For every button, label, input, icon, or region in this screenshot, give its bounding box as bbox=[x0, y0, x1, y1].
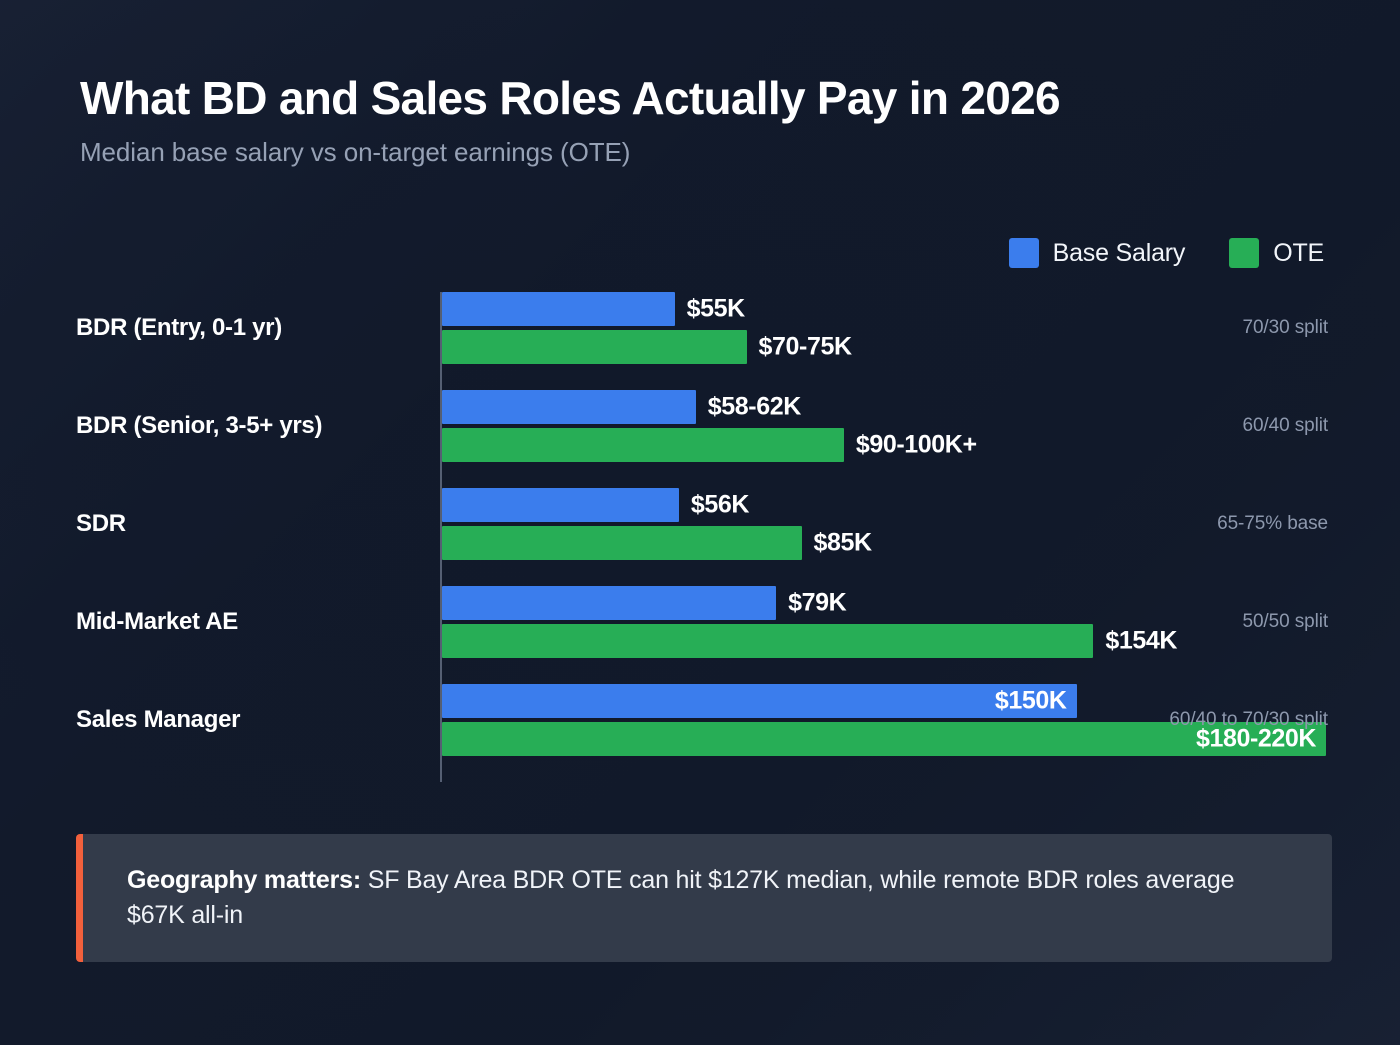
page-subtitle: Median base salary vs on-target earnings… bbox=[80, 136, 631, 167]
split-annotation: 50/50 split bbox=[1242, 611, 1328, 632]
split-annotation: 60/40 to 70/30 split bbox=[1169, 709, 1328, 730]
bar-ote[interactable]: $90-100K+ bbox=[442, 428, 977, 462]
category-label: BDR (Entry, 0-1 yr) bbox=[76, 314, 282, 341]
bar-value-label: $58-62K bbox=[707, 392, 802, 421]
bar-base-salary[interactable]: $55K bbox=[442, 292, 745, 326]
y-axis-line bbox=[440, 292, 442, 782]
bar-value-label: $90-100K+ bbox=[855, 430, 977, 459]
bar-value-label: $85K bbox=[813, 528, 873, 557]
chart-legend: Base Salary OTE bbox=[1008, 238, 1324, 268]
callout-text: Geography matters: SF Bay Area BDR OTE c… bbox=[83, 863, 1332, 934]
category-label: BDR (Senior, 3-5+ yrs) bbox=[76, 412, 323, 439]
bar-value-label: $154K bbox=[1105, 626, 1178, 655]
category-label: SDR bbox=[76, 510, 126, 537]
bar-base-salary[interactable]: $150K bbox=[442, 684, 1077, 718]
page-title: What BD and Sales Roles Actually Pay in … bbox=[80, 72, 1061, 124]
bar-ote[interactable]: $154K bbox=[442, 624, 1177, 658]
bar-base-salary[interactable]: $79K bbox=[442, 586, 847, 620]
bar-group: SDR $56K $85K 65-75% base bbox=[0, 488, 1400, 560]
bar-ote[interactable]: $180-220K bbox=[442, 722, 1327, 756]
legend-label: OTE bbox=[1273, 238, 1324, 267]
legend-label: Base Salary bbox=[1052, 238, 1186, 267]
bar-value-label: $79K bbox=[788, 588, 847, 617]
bar-value-label: $150K bbox=[994, 686, 1067, 715]
bar-value-label: $180-220K bbox=[1195, 724, 1317, 753]
bar-group: BDR (Senior, 3-5+ yrs) $58-62K $90-100K+ 60… bbox=[0, 390, 1400, 462]
bar-group: Sales Manager $150K $180-220K 60/40 to 70/3… bbox=[0, 684, 1400, 756]
bar-group: Mid-Market AE $79K $154K 50/50 split bbox=[0, 586, 1400, 658]
square-swatch bbox=[1008, 238, 1039, 268]
split-annotation: 70/30 split bbox=[1242, 317, 1328, 338]
bar-group: BDR (Entry, 0-1 yr) $55K $70-75K 70/30 spli… bbox=[0, 292, 1400, 364]
bar-value-label: $56K bbox=[690, 490, 750, 519]
category-label: Sales Manager bbox=[76, 706, 241, 733]
bar-ote[interactable]: $85K bbox=[442, 526, 872, 560]
split-annotation: 60/40 split bbox=[1242, 415, 1328, 436]
callout-box: Geography matters: SF Bay Area BDR OTE c… bbox=[76, 834, 1332, 962]
bar-ote[interactable]: $70-75K bbox=[442, 330, 852, 364]
callout-body: SF Bay Area BDR OTE can hit $127K median… bbox=[127, 865, 1235, 930]
bar-chart-plot: BDR (Entry, 0-1 yr) $55K $70-75K 70/30 spli… bbox=[0, 292, 1400, 784]
bar-base-salary[interactable]: $58-62K bbox=[442, 390, 801, 424]
bar-base-salary[interactable]: $56K bbox=[442, 488, 749, 522]
bar-value-label: $70-75K bbox=[758, 332, 853, 361]
legend-item-1[interactable]: Base Salary bbox=[1008, 238, 1186, 268]
header-block: What BD and Sales Roles Actually Pay in … bbox=[80, 74, 1340, 168]
square-swatch bbox=[1229, 238, 1260, 268]
legend-item-2[interactable]: OTE bbox=[1229, 238, 1324, 268]
category-label: Mid-Market AE bbox=[76, 608, 238, 635]
bar-value-label: $55K bbox=[686, 294, 746, 323]
callout-lead: Geography matters: bbox=[127, 865, 361, 894]
split-annotation: 65-75% base bbox=[1217, 513, 1328, 534]
